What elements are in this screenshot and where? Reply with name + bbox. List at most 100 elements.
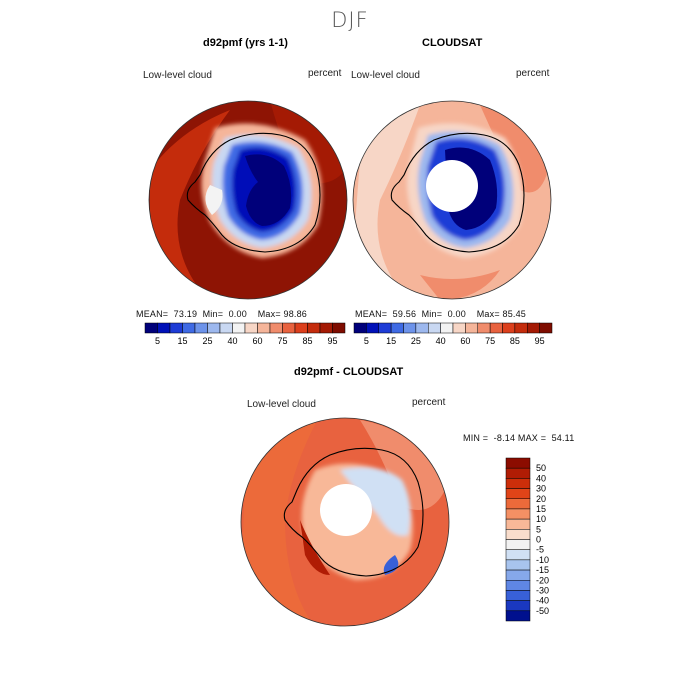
panel1-stats: MEAN= 73.19 Min= 0.00 Max= 98.86: [136, 309, 308, 319]
panel1-title: d92pmf (yrs 1-1): [203, 37, 288, 49]
colorbar-swatch: [294, 322, 308, 334]
panel3-title: d92pmf - CLOUDSAT: [294, 366, 404, 378]
colorbar-swatch: [378, 322, 392, 334]
colorbar-tick-label: -50: [536, 606, 549, 616]
colorbar-swatch: [332, 322, 346, 334]
panel3-field-label: Low-level cloud: [247, 399, 316, 410]
panel3-units: percent: [412, 397, 446, 408]
colorbar-swatch: [257, 322, 271, 334]
panel3-stats: MIN = -8.14 MAX = 54.11: [463, 433, 575, 443]
colorbar-swatch: [505, 610, 531, 622]
colorbar-panel1: 5 15 25 40 60 75 85 95: [144, 322, 346, 346]
colorbar-panel2: 5 15 25 40 60 75 85 95: [353, 322, 553, 346]
colorbar-tick-label: 40: [536, 473, 546, 483]
colorbar-swatch: [489, 322, 503, 334]
colorbar-swatch: [505, 549, 531, 561]
panel2-title: CLOUDSAT: [422, 37, 483, 49]
colorbar-tick-label: 10: [536, 514, 546, 524]
coastline-2: [390, 132, 525, 253]
panel1-field-label: Low-level cloud: [143, 70, 212, 81]
panel2-stats: MEAN= 59.56 Min= 0.00 Max= 85.45: [355, 309, 527, 319]
map-difference: [241, 418, 449, 626]
colorbar-swatch: [465, 322, 478, 334]
colorbar-tick-label: 15: [386, 336, 396, 346]
colorbar-tick-label: -5: [536, 545, 544, 555]
colorbar-swatch: [307, 322, 321, 334]
colorbar-tick-label: 95: [535, 336, 545, 346]
colorbar-swatch: [219, 322, 233, 334]
colorbar-swatch: [505, 590, 531, 601]
colorbar-tick-label: 25: [202, 336, 212, 346]
colorbar-swatch: [440, 322, 454, 334]
colorbar-swatch: [477, 322, 491, 334]
colorbar-swatch: [207, 322, 221, 334]
coastline-1: [186, 132, 321, 253]
colorbar-tick-label: 75: [485, 336, 495, 346]
colorbar-swatch: [194, 322, 208, 334]
colorbar-swatch: [505, 529, 531, 540]
colorbar-tick-label: 30: [536, 484, 546, 494]
colorbar-swatch: [505, 478, 531, 489]
colorbar-tick-label: -15: [536, 565, 549, 575]
colorbar-swatch: [157, 322, 171, 334]
colorbar-swatch: [366, 322, 379, 334]
colorbar-swatch: [232, 322, 246, 334]
colorbar-tick-label: -10: [536, 555, 549, 565]
colorbar-swatch: [505, 559, 531, 571]
colorbar-swatch: [452, 322, 466, 334]
colorbar-swatch: [269, 322, 283, 334]
colorbar-tick-label: 40: [227, 336, 237, 346]
colorbar-swatch: [244, 322, 258, 334]
colorbar-tick-label: 5: [364, 336, 369, 346]
colorbar-tick-label: 5: [536, 524, 541, 534]
colorbar-swatch: [505, 457, 531, 469]
colorbar-tick-label: 5: [155, 336, 160, 346]
colorbar-swatch: [415, 322, 429, 334]
colorbar-swatch: [319, 322, 333, 334]
colorbar-swatch: [505, 508, 531, 520]
colorbar-tick-label: -30: [536, 585, 549, 595]
colorbar-tick-label: 20: [536, 494, 546, 504]
colorbar-swatch: [505, 488, 531, 499]
colorbar-swatch: [505, 539, 531, 550]
colorbar-swatch: [282, 322, 296, 334]
colorbar-tick-label: -20: [536, 575, 549, 585]
panel2-units: percent: [516, 68, 550, 79]
colorbar-tick-label: 95: [327, 336, 337, 346]
colorbar-swatch: [403, 322, 417, 334]
map-d92pmf: [149, 101, 347, 299]
colorbar-swatch: [505, 580, 531, 591]
colorbar-tick-label: 15: [536, 504, 546, 514]
panel2-field-label: Low-level cloud: [351, 70, 420, 81]
season-title: DJF: [331, 8, 369, 32]
colorbar-swatch: [144, 322, 158, 334]
colorbar-tick-label: 60: [252, 336, 262, 346]
colorbar-swatch: [505, 518, 531, 530]
colorbar-tick-label: 50: [536, 463, 546, 473]
colorbar-tick-label: 25: [411, 336, 421, 346]
colorbar-tick-label: 15: [177, 336, 187, 346]
map-cloudsat: [353, 101, 551, 299]
colorbar-tick-label: 85: [510, 336, 520, 346]
colorbar-swatch: [505, 569, 531, 581]
colorbar-tick-label: -40: [536, 596, 549, 606]
colorbar-swatch: [505, 467, 531, 479]
colorbar-swatch: [505, 498, 531, 510]
colorbar-swatch: [505, 600, 531, 612]
coastline-3: [283, 447, 424, 577]
colorbar-swatch: [390, 322, 404, 334]
colorbar-swatch: [353, 322, 367, 334]
colorbar-tick-label: 60: [460, 336, 470, 346]
colorbar-swatch: [182, 322, 196, 334]
colorbar-tick-label: 85: [302, 336, 312, 346]
panel1-units: percent: [308, 68, 342, 79]
colorbar-tick-label: 75: [277, 336, 287, 346]
colorbar-swatch: [514, 322, 528, 334]
colorbar-swatch: [539, 322, 553, 334]
colorbar-swatch: [527, 322, 540, 334]
colorbar-tick-label: 40: [436, 336, 446, 346]
colorbar-swatch: [428, 322, 441, 334]
colorbar-tick-label: 0: [536, 535, 541, 545]
